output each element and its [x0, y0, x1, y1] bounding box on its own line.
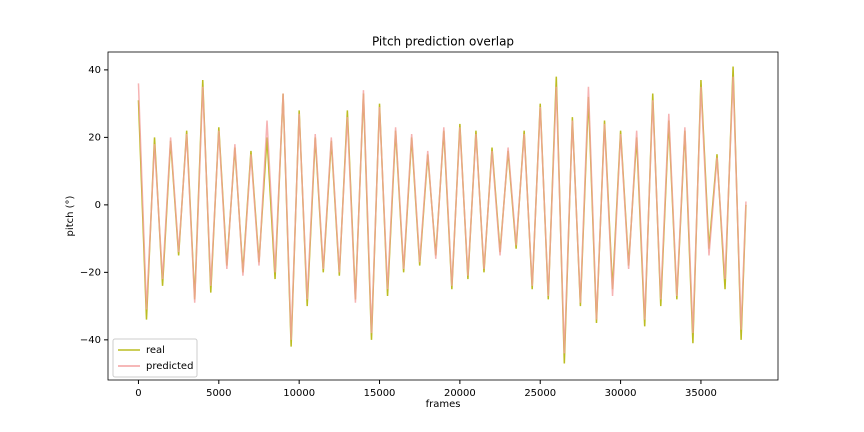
legend-box [112, 338, 198, 378]
x-tick-label: 25000 [524, 388, 556, 399]
y-tick-label: 0 [95, 200, 101, 211]
x-tick-label: 35000 [685, 388, 717, 399]
x-tick-label: 5000 [206, 388, 231, 399]
plot-frame [107, 51, 779, 381]
legend-label: real [146, 345, 165, 356]
x-tick-label: 30000 [605, 388, 637, 399]
series-line [137, 76, 747, 354]
legend-label: predicted [146, 361, 193, 372]
x-tick-label: 15000 [364, 388, 396, 399]
y-axis-label: pitch (°) [65, 195, 76, 236]
x-tick-label: 20000 [444, 388, 476, 399]
x-tick-label: 0 [135, 388, 141, 399]
x-axis-label: frames [426, 399, 461, 410]
x-tick-label: 10000 [283, 388, 315, 399]
y-tick-label: 40 [88, 65, 101, 76]
y-tick-label: 20 [88, 132, 101, 143]
y-tick-label: −20 [80, 267, 101, 278]
y-tick-label: −40 [80, 335, 101, 346]
chart-title: Pitch prediction overlap [372, 35, 514, 49]
